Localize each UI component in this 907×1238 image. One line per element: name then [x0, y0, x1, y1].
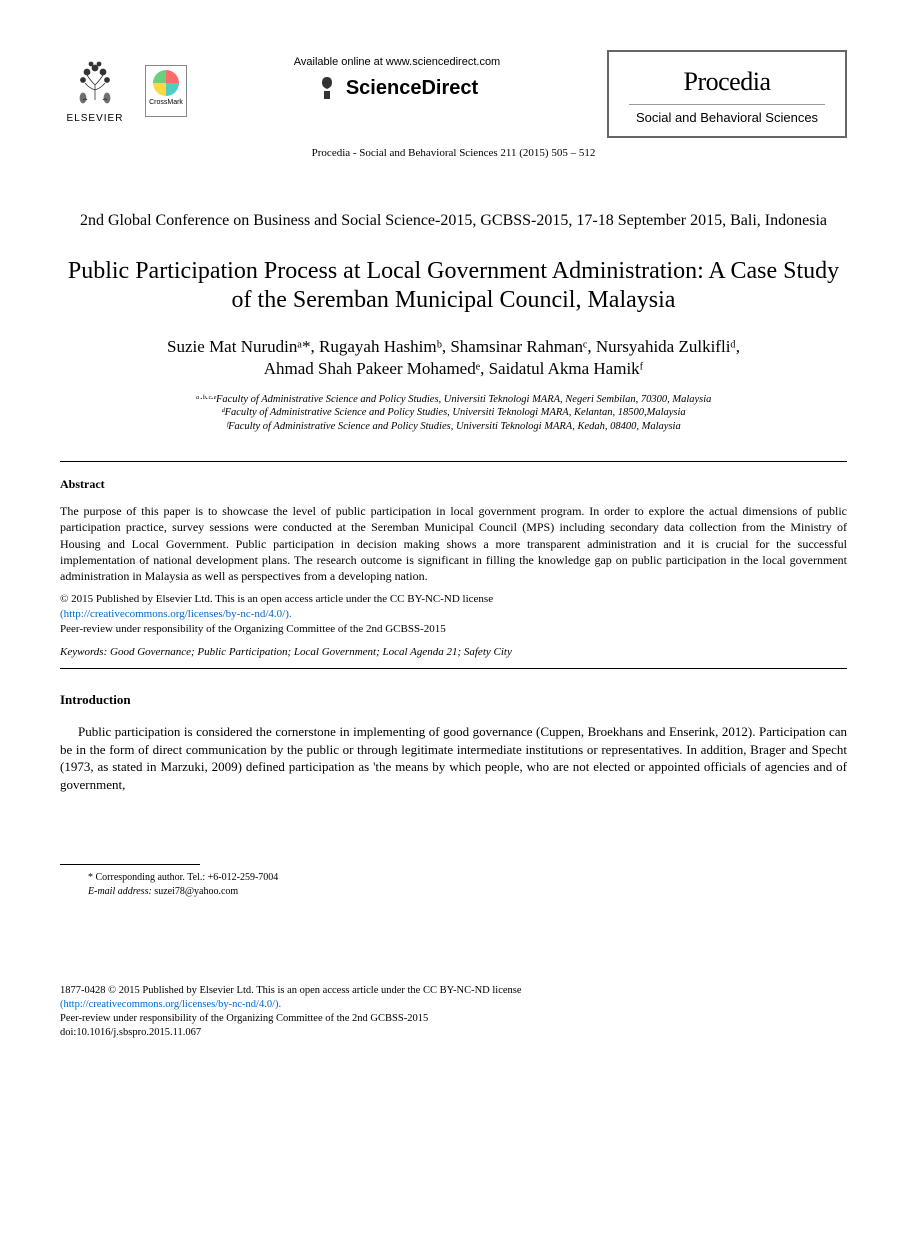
bottom-block: 1877-0428 © 2015 Published by Elsevier L…	[60, 984, 847, 1041]
bottom-license-link[interactable]: (http://creativecommons.org/licenses/by-…	[60, 999, 281, 1010]
elsevier-logo: ELSEVIER	[60, 50, 130, 130]
sciencedirect-row: ScienceDirect	[187, 74, 607, 102]
header-row: ELSEVIER CrossMark Available online at w…	[60, 50, 847, 138]
keywords-text: Good Governance; Public Participation; L…	[107, 646, 512, 658]
abstract-header: Abstract	[60, 476, 847, 493]
license-link[interactable]: (http://creativecommons.org/licenses/by-…	[60, 608, 292, 620]
introduction-text: Public participation is considered the c…	[60, 723, 847, 793]
peer-review-line: Peer-review under responsibility of the …	[60, 623, 446, 635]
crossmark-badge[interactable]: CrossMark	[145, 65, 187, 117]
email-address: suzei78@yahoo.com	[152, 886, 238, 897]
rule-top	[60, 461, 847, 462]
affiliation-1: ᵃ·ᵇ·ᶜ·ᵉFaculty of Administrative Science…	[60, 393, 847, 407]
keywords: Keywords: Good Governance; Public Partic…	[60, 645, 847, 660]
bottom-peer-review: Peer-review under responsibility of the …	[60, 1013, 428, 1024]
journal-box: Procedia Social and Behavioral Sciences	[607, 50, 847, 138]
copyright-line1: © 2015 Published by Elsevier Ltd. This i…	[60, 593, 493, 605]
journal-subtitle: Social and Behavioral Sciences	[629, 104, 825, 127]
corresponding-author: * Corresponding author. Tel.: +6-012-259…	[88, 871, 847, 885]
authors-line1: Suzie Mat Nurudinᵃ*, Rugayah Hashimᵇ, Sh…	[167, 337, 740, 356]
elsevier-text: ELSEVIER	[60, 112, 130, 126]
crossmark-label: CrossMark	[146, 98, 186, 108]
elsevier-tree-icon	[65, 50, 125, 105]
journal-name: Procedia	[629, 64, 825, 100]
email-label: E-mail address:	[88, 886, 152, 897]
citation-line: Procedia - Social and Behavioral Science…	[60, 146, 847, 161]
available-online-text: Available online at www.sciencedirect.co…	[187, 55, 607, 70]
abstract-text: The purpose of this paper is to showcase…	[60, 503, 847, 584]
footnote-rule	[60, 864, 200, 865]
authors: Suzie Mat Nurudinᵃ*, Rugayah Hashimᵇ, Sh…	[60, 336, 847, 380]
authors-line2: Ahmad Shah Pakeer Mohamedᵉ, Saidatul Akm…	[264, 359, 643, 378]
keywords-label: Keywords:	[60, 646, 107, 658]
affiliations: ᵃ·ᵇ·ᶜ·ᵉFaculty of Administrative Science…	[60, 393, 847, 434]
affiliation-2: ᵈFaculty of Administrative Science and P…	[60, 406, 847, 420]
article-title: Public Participation Process at Local Go…	[60, 257, 847, 315]
footnote: * Corresponding author. Tel.: +6-012-259…	[60, 871, 847, 899]
rule-bottom	[60, 668, 847, 669]
doi: doi:10.1016/j.sbspro.2015.11.067	[60, 1027, 201, 1038]
conference-info: 2nd Global Conference on Business and So…	[60, 211, 847, 232]
copyright-block: © 2015 Published by Elsevier Ltd. This i…	[60, 592, 847, 637]
sciencedirect-text: ScienceDirect	[346, 74, 478, 102]
center-header: Available online at www.sciencedirect.co…	[187, 50, 607, 102]
introduction-header: Introduction	[60, 691, 847, 709]
crossmark-icon	[153, 70, 179, 96]
sciencedirect-icon	[316, 75, 338, 101]
affiliation-3: ᶠFaculty of Administrative Science and P…	[60, 420, 847, 434]
bottom-copyright: 1877-0428 © 2015 Published by Elsevier L…	[60, 985, 522, 996]
